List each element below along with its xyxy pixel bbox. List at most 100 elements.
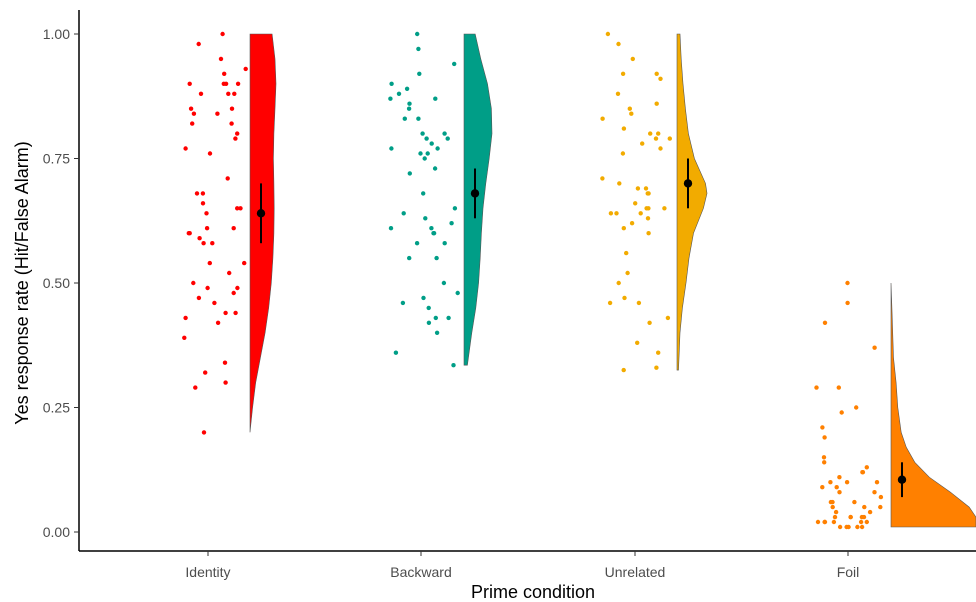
data-point [852,499,857,505]
data-point [393,350,399,355]
data-point [451,363,456,368]
data-point [388,226,394,231]
data-point [235,285,240,291]
data-point [658,146,663,151]
mean-point [256,209,266,218]
data-point [654,71,659,77]
y-tick-label: 0.00 [43,524,70,540]
data-point [404,86,410,92]
data-point [646,231,651,236]
data-point [878,494,884,500]
y-axis-title: Yes response rate (Hit/False Alarm) [12,141,32,424]
data-point [630,56,635,62]
data-point [426,320,432,325]
data-point [858,519,864,525]
data-point [614,211,619,216]
data-point [200,201,206,206]
data-point [401,211,406,216]
data-point [620,71,626,77]
data-point [605,31,611,37]
data-point [600,176,605,181]
data-point [235,81,241,87]
data-point [407,255,412,261]
data-point [235,131,240,136]
data-point [196,41,201,47]
data-point [442,131,447,136]
data-point [183,315,188,321]
data-point [654,101,659,106]
data-point [621,367,626,373]
data-point [635,340,640,345]
data-point [837,475,842,480]
data-point [434,330,440,335]
data-point [232,91,237,97]
data-point [855,524,860,530]
data-point [435,146,440,151]
data-point [617,181,622,186]
data-point [187,81,192,87]
data-point [201,241,206,246]
data-point [656,131,661,136]
data-point [452,61,457,67]
data-point [407,171,412,176]
data-point [243,66,248,72]
y-ticks: 0.00 0.25 0.50 0.75 1.00 [43,26,79,540]
x-tick-label: Backward [390,564,451,580]
data-point [421,191,426,196]
data-point [207,151,213,156]
data-point [665,315,671,321]
data-point [191,111,197,116]
data-point [197,236,202,241]
mean-point [470,189,480,198]
data-point [830,499,835,505]
data-point [229,121,234,126]
data-point [407,101,412,106]
data-point [231,290,236,296]
data-point [389,146,394,151]
data-point [821,455,827,460]
data-point [196,295,202,301]
data-point [242,260,247,266]
data-point [844,524,849,530]
data-point [608,211,614,216]
data-point [833,509,839,515]
data-point [854,405,859,410]
data-point [621,126,627,131]
x-tick-label: Unrelated [605,564,666,580]
data-point [422,156,427,161]
x-tick-label: Foil [837,564,860,580]
data-point [845,300,850,306]
data-point [648,131,653,136]
y-tick-label: 0.25 [43,400,70,416]
data-point [653,136,659,141]
data-point [862,504,867,510]
data-point [204,211,209,216]
data-point [860,470,865,475]
data-point [859,524,865,530]
data-point [452,206,458,211]
data-point [822,320,828,325]
data-point [442,241,447,246]
data-point [640,141,645,146]
data-point [633,201,638,206]
data-point [820,485,825,490]
y-tick-label: 1.00 [43,26,70,42]
data-point [200,191,206,196]
data-point [600,116,605,121]
mean-point [897,475,907,484]
data-point [434,255,439,261]
data-point [859,514,865,520]
data-point [848,514,853,520]
data-point [420,131,425,136]
data-point [429,141,434,146]
data-point [205,285,210,291]
data-point [433,315,438,321]
density-cloud-unrelated [676,33,708,371]
axes [78,10,976,552]
data-point [645,191,650,196]
data-point [445,136,450,141]
data-point [415,31,420,37]
data-point [210,241,215,246]
data-point [203,370,208,375]
data-point [845,280,850,286]
